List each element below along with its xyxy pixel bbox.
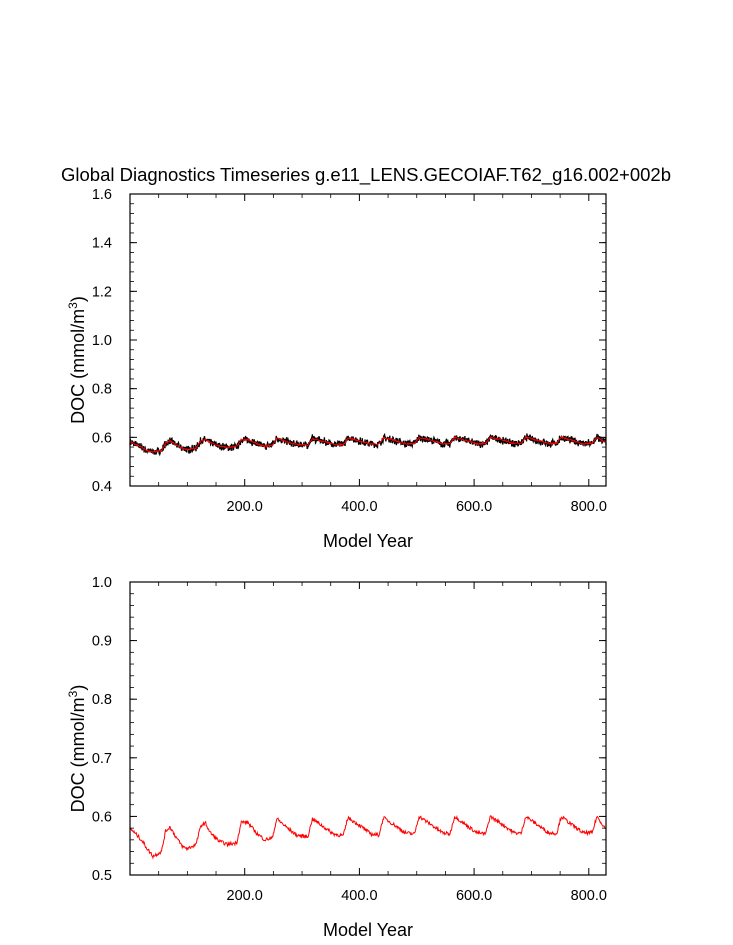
plot-frame bbox=[129, 581, 607, 876]
y-tick-label: 1.0 bbox=[92, 575, 112, 591]
chart-title: Global Diagnostics Timeseries g.e11_LENS… bbox=[61, 164, 671, 186]
y-tick-label: 0.5 bbox=[92, 868, 112, 884]
x-tick-label: 200.0 bbox=[227, 499, 263, 515]
series-line-annual bbox=[129, 814, 607, 860]
y-axis-label: DOC (mmol/m3) bbox=[66, 296, 88, 424]
y-tick-label: 0.4 bbox=[92, 479, 112, 495]
y-tick-label: 1.4 bbox=[92, 236, 112, 252]
y-tick-label: 0.9 bbox=[92, 634, 112, 650]
x-tick-label: 800.0 bbox=[571, 499, 607, 515]
y-tick-label: 1.2 bbox=[92, 284, 112, 300]
chart-panel-top: 0.4 0.6 0.8 1.0 1.2 1.4 1.6 200.0 400.0 600.0 800… bbox=[66, 187, 607, 551]
x-axis-label: Model Year bbox=[323, 920, 413, 940]
y-axis-label-close: ) bbox=[68, 296, 88, 302]
y-axis-label-superscript: 3 bbox=[66, 302, 80, 309]
x-tick-label: 600.0 bbox=[456, 499, 492, 515]
x-tick-labels: 200.0 400.0 600.0 800.0 bbox=[227, 888, 607, 904]
x-tick-label: 600.0 bbox=[456, 888, 492, 904]
y-tick-label: 1.0 bbox=[92, 333, 112, 349]
y-tick-label: 0.7 bbox=[92, 751, 112, 767]
chart-panel-bottom: 0.50.60.70.80.91.0 200.0 400.0 600.0 800.0 … bbox=[66, 575, 607, 940]
y-axis-label-close: ) bbox=[68, 685, 88, 691]
y-axis-label-main: DOC (mmol/m bbox=[68, 697, 88, 812]
y-tick-labels: 0.5 0.6 0.7 0.8 0.9 1.0 bbox=[92, 575, 112, 884]
y-tick-label: 0.6 bbox=[92, 430, 112, 446]
x-tick-labels: 200.0 400.0 600.0 800.0 bbox=[227, 499, 607, 515]
y-tick-label: 1.6 bbox=[92, 187, 112, 203]
tick-marks bbox=[130, 581, 606, 876]
tick-marks bbox=[130, 193, 606, 487]
y-tick-label: 0.8 bbox=[92, 692, 112, 708]
series-group bbox=[129, 432, 607, 457]
y-tick-label: 0.6 bbox=[92, 809, 112, 825]
x-tick-label: 200.0 bbox=[227, 888, 263, 904]
y-tick-label: 0.8 bbox=[92, 382, 112, 398]
y-axis-label-main: DOC (mmol/m bbox=[68, 309, 88, 424]
x-tick-label: 400.0 bbox=[341, 888, 377, 904]
y-axis-label: DOC (mmol/m3) bbox=[66, 685, 88, 813]
series-line-annual bbox=[129, 435, 607, 454]
y-axis-label-superscript: 3 bbox=[66, 690, 80, 697]
x-tick-label: 400.0 bbox=[341, 499, 377, 515]
x-axis-label: Model Year bbox=[323, 531, 413, 551]
series-group bbox=[129, 814, 607, 860]
x-tick-label: 800.0 bbox=[571, 888, 607, 904]
y-tick-labels: 0.4 0.6 0.8 1.0 1.2 1.4 1.6 bbox=[92, 187, 112, 495]
